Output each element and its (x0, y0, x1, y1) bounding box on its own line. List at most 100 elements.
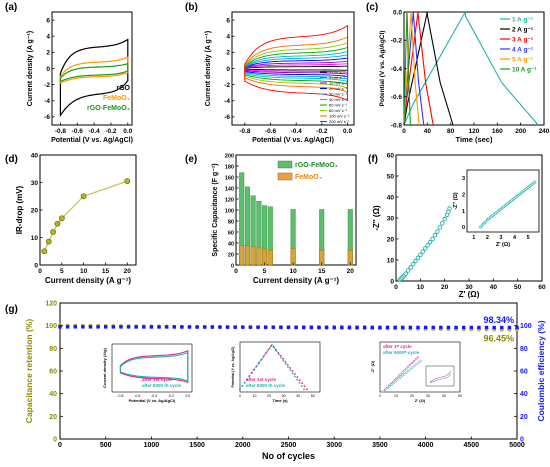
panel-g-inset-gcd-x-tick-label: 40 (296, 394, 300, 398)
panel-g-inset-eis-point (396, 378, 399, 381)
panel-g-ce-point-56 (484, 325, 489, 330)
panel-g-ce-point-29 (279, 325, 283, 329)
panel-b-y-tick-label: -4 (224, 98, 230, 105)
panel-g-ce-point-4 (88, 325, 93, 329)
panel-g-inset-gcd-point (291, 372, 294, 375)
panel-g-ce-point-55 (477, 325, 481, 330)
panel-a-x-tick-label: -0.6 (72, 128, 84, 135)
panel-d-x-tick-label: 20 (124, 268, 132, 275)
panel-f-x-tick-label: 20 (441, 284, 449, 291)
panel-g-inset-gcd-point (265, 351, 268, 354)
panel-e-bar-femoo-2 (250, 246, 256, 266)
panel-g-inset-gcd-point (270, 345, 272, 347)
panel-b-legend-3: 20 mV s⁻¹ (329, 86, 348, 91)
panel-g-x-tick-label: 500 (100, 442, 112, 449)
panel-b-legend-5: 40 mV s⁻¹ (329, 97, 348, 102)
panel-b-legend-7: 80 mV s⁻¹ (329, 108, 348, 113)
panel-d-x-tick-label: 15 (102, 268, 110, 275)
panel-g-inset-eis-x-tick-label: 50 (458, 394, 462, 398)
panel-c-legend-0: 1 A g⁻¹ (512, 16, 533, 23)
panel-g-inset-cv-x-tick-label: 0.0 (185, 394, 190, 398)
panel-g-inset-eis-point (386, 386, 389, 390)
panel-f-y-tick-label: 50 (387, 173, 395, 180)
panel-c-y-tick-label: -0.8 (391, 122, 403, 129)
panel-g-inset-gcd-point (261, 356, 264, 359)
panel-g-inset-gcd-point (248, 375, 251, 378)
panel-g-inset-gcd-point (272, 345, 275, 348)
panel-f-x-tick-label: 30 (465, 284, 473, 291)
panel-g-inset-eis-x-tick-label: 0 (379, 394, 381, 398)
panel-g-ce-point-32 (302, 325, 306, 329)
panel-g-inset-gcd-point (264, 353, 267, 356)
panel-g-inset-gcd-point (260, 358, 263, 361)
panel-f-point-11 (418, 252, 423, 257)
panel-c-series-4 (403, 11, 420, 126)
panel-e-y-tick-label: 40 (228, 241, 234, 247)
panel-g-inset-cv-y-axis-label: Current density (A/g) (102, 347, 107, 387)
panel-g-inset-eis-point (394, 380, 397, 383)
panel-g-inset-gcd-point (259, 359, 262, 362)
panel-e-legend-0: rGO-FeMoO₄ (295, 162, 338, 169)
panel-b-x-tick-label: -0.8 (239, 128, 251, 135)
panel-c-x-tick-label: 240 (539, 128, 550, 135)
panel-g-inset-gcd-point (284, 362, 287, 365)
panel-g-inset-gcd-point (279, 354, 282, 357)
panel-g-inset-gcd-x-tick-label: 30 (282, 394, 286, 398)
panel-f-letter: (f) (368, 154, 378, 165)
panel-b-y-tick-label: -2 (224, 82, 230, 89)
panel-g-inset-cv-curve-2 (119, 351, 189, 382)
panel-e-y-tick-label: 20 (228, 252, 234, 258)
panel-f-inset-x-tick-label: 4 (513, 235, 517, 241)
panel-g-y-tick-label: 60 (49, 369, 57, 376)
panel-e-y-tick-label: 160 (225, 175, 234, 181)
panel-g-x-tick-label: 4500 (464, 442, 480, 449)
panel-c-series-0 (403, 10, 539, 126)
panel-a-y-tick-label: 0 (46, 66, 50, 73)
panel-f-inset-y-axis-label: -Z'' (Ω) (453, 192, 459, 210)
panel-g-y2-tick-label: 80 (520, 346, 528, 353)
panel-g-inset-gcd-point (303, 385, 306, 388)
panel-c-series-1 (403, 11, 454, 126)
panel-g-x-tick-label: 1000 (144, 442, 160, 449)
panel-a-legend-2: rGO-FeMoO₄ (87, 105, 130, 112)
panel-g-ce-point-27 (263, 325, 268, 329)
panel-b-legend-6: 60 mV s⁻¹ (329, 103, 348, 108)
panel-g-ce-point-0 (58, 325, 62, 329)
panel-g-inset-eis-point (416, 356, 419, 359)
panel-g-inset-gcd-point (257, 362, 260, 365)
panel-g-x-tick-label: 1500 (189, 442, 205, 449)
panel-g-inset-eis-x-tick-label: 40 (442, 394, 446, 398)
panel-g-inset-eis-point (399, 373, 402, 376)
panel-g-inset-cv-x-tick-label: -0.6 (134, 394, 140, 398)
panel-e-y-axis-label: Specific Capacitance (F g⁻¹) (212, 163, 219, 256)
panel-g-inset-cv-legend-1: after 1st cycle (142, 377, 173, 382)
panel-g-ce-point-16 (180, 325, 184, 329)
panel-b-x-tick-label: -0.6 (265, 128, 277, 135)
panel-a-x-axis-label: Potential (V vs. Ag/AgCl) (51, 137, 133, 144)
panel-e-y-tick-label: 80 (228, 219, 234, 225)
panel-g-ce-point-59 (507, 325, 512, 330)
panel-g-inset-gcd-x-tick-label: 10 (253, 394, 257, 398)
panel-g-inset-gcd-point (293, 375, 296, 378)
panel-d-point-3 (54, 220, 61, 227)
panel-g-inset-eis-point (415, 363, 418, 366)
panel-g-inset-gcd-point (277, 353, 280, 356)
panel-g-inset-gcd-point (303, 388, 305, 391)
panel-e-x-tick-label: 0 (234, 268, 238, 275)
panel-g-ce-point-41 (370, 325, 374, 330)
panel-f-point-14 (425, 243, 430, 248)
panel-a-legend-1: FeMoO₄ (103, 95, 130, 102)
panel-c-series-5 (403, 11, 411, 126)
panel-g-ce-point-36 (332, 325, 336, 329)
panel-g-inset-gcd-legend-1: after 1st cycle (246, 377, 277, 382)
panel-g-ce-point-12 (149, 325, 154, 329)
panel-g-ce-point-51 (446, 325, 451, 330)
panel-f-point-21 (442, 216, 447, 222)
panel-f-y-tick-label: 20 (387, 236, 395, 243)
panel-g-inset-gcd-point (280, 356, 283, 359)
panel-f-x-tick-label: 0 (394, 284, 398, 291)
panel-a-letter: (a) (5, 2, 17, 13)
panel-g-inset-eis-point (409, 368, 412, 371)
panel-g-y-tick-label: 20 (49, 414, 57, 421)
panel-f-inset-point-40 (533, 180, 537, 184)
